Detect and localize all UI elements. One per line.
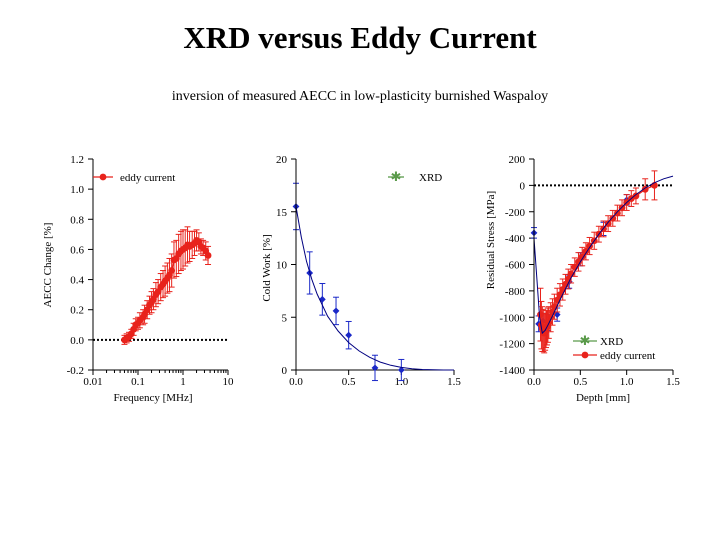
eddy-current-point [604,220,612,228]
y-tick-label: 0.0 [70,335,84,347]
y-tick-label: -0.2 [67,365,84,377]
x-tick-label: 0.5 [573,376,587,388]
xrd-point [371,364,379,372]
eddy-current-point [537,311,544,319]
eddy-current-point [609,214,617,222]
y-tick-label: -1400 [499,365,525,377]
x-tick-label: 1.5 [447,376,461,388]
y-tick-label: 0 [282,365,288,377]
legend-xrd-star-icon: ✱ [391,169,402,184]
legend-xrd-label: XRD [600,336,623,348]
y-tick-label: -200 [505,207,526,219]
y-tick-label: 200 [509,154,526,166]
xrd-point [345,331,353,339]
chart-residual-stress-marks: -1400 -1200 -1000 -800 -600 -400 -200 0 200 0.0 0.… [499,154,680,388]
eddy-current-point [575,258,582,266]
legend-eddy-marker [99,173,107,181]
y-tick-label: 0.2 [70,305,84,317]
eddy-current-point [204,252,212,259]
xrd-point [332,307,340,315]
legend-xrd-star-icon: ✱ [580,333,591,348]
slide-title: XRD versus Eddy Current [183,20,537,55]
chart-cold-work: 0 5 10 15 20 0.0 0.5 1.0 1.5 Cold Work [%] ✱ XRD [261,154,461,388]
x-tick-label: 1 [180,376,186,388]
y-tick-label: 15 [276,207,288,219]
fit-curve [295,206,454,371]
chart-aecc-ylabel: AECC Change [%] [42,223,54,308]
y-tick-label: -1000 [499,312,525,324]
y-tick-label: -800 [505,286,526,298]
chart-aecc-marks: -0.2 0.0 0.2 0.4 0.6 0.8 1.0 1.2 0.01 0.1 1 10 [67,154,234,388]
x-tick-label: 0.1 [131,376,145,388]
eddy-current-point [168,267,176,274]
chart-aecc: -0.2 0.0 0.2 0.4 0.6 0.8 1.0 1.2 0.01 0.1 1 10 AECC… [42,154,234,404]
x-tick-label: 1.0 [394,376,408,388]
y-tick-label: 0.4 [70,275,84,287]
x-tick-label: 1.0 [620,376,634,388]
chart-cold-work-marks: 0 5 10 15 20 0.0 0.5 1.0 1.5 [276,154,461,388]
chart-cold-work-legend: ✱ XRD [388,169,442,184]
legend-eddy-label: eddy current [600,350,655,362]
chart-residual-stress-xlabel: Depth [mm] [576,392,630,404]
xrd-point [397,366,405,374]
y-tick-label: 1.2 [70,154,84,166]
legend-xrd-label: XRD [419,172,442,184]
legend-eddy-marker [581,351,589,359]
x-tick-label: 0.01 [83,376,102,388]
eddy-current-point [641,185,649,193]
y-tick-label: 10 [276,260,288,272]
eddy-current-point [632,192,640,200]
eddy-current-point [549,308,556,316]
y-tick-label: -600 [505,260,526,272]
x-tick-label: 0.5 [342,376,356,388]
chart-residual-stress: -1400 -1200 -1000 -800 -600 -400 -200 0 200 0.0 0.… [485,154,680,404]
x-tick-label: 1.5 [666,376,680,388]
y-tick-label: -400 [505,233,526,245]
x-tick-label: 0.0 [527,376,541,388]
chart-residual-stress-legend: ✱ XRD eddy current [573,333,655,362]
chart-cold-work-ylabel: Cold Work [%] [261,234,273,301]
legend-eddy-label: eddy current [120,172,175,184]
chart-aecc-legend: eddy current [93,172,175,184]
y-tick-label: 1.0 [70,184,84,196]
y-tick-label: 0 [520,180,526,192]
y-tick-label: -1200 [499,339,525,351]
fit-curve [533,175,674,335]
y-tick-label: 20 [276,154,288,166]
y-tick-label: 0.6 [70,244,84,256]
chart-aecc-xlabel: Frequency [MHz] [113,392,192,404]
y-tick-label: 0.8 [70,214,84,226]
x-tick-label: 0.0 [289,376,303,388]
x-tick-label: 10 [223,376,235,388]
chart-residual-stress-ylabel: Residual Stress [MPa] [485,191,497,289]
y-tick-label: 5 [282,312,288,324]
slide-subtitle: inversion of measured AECC in low-plasti… [171,89,549,104]
eddy-current-point [578,253,586,260]
eddy-current-point [614,209,621,217]
xrd-point [318,295,326,303]
